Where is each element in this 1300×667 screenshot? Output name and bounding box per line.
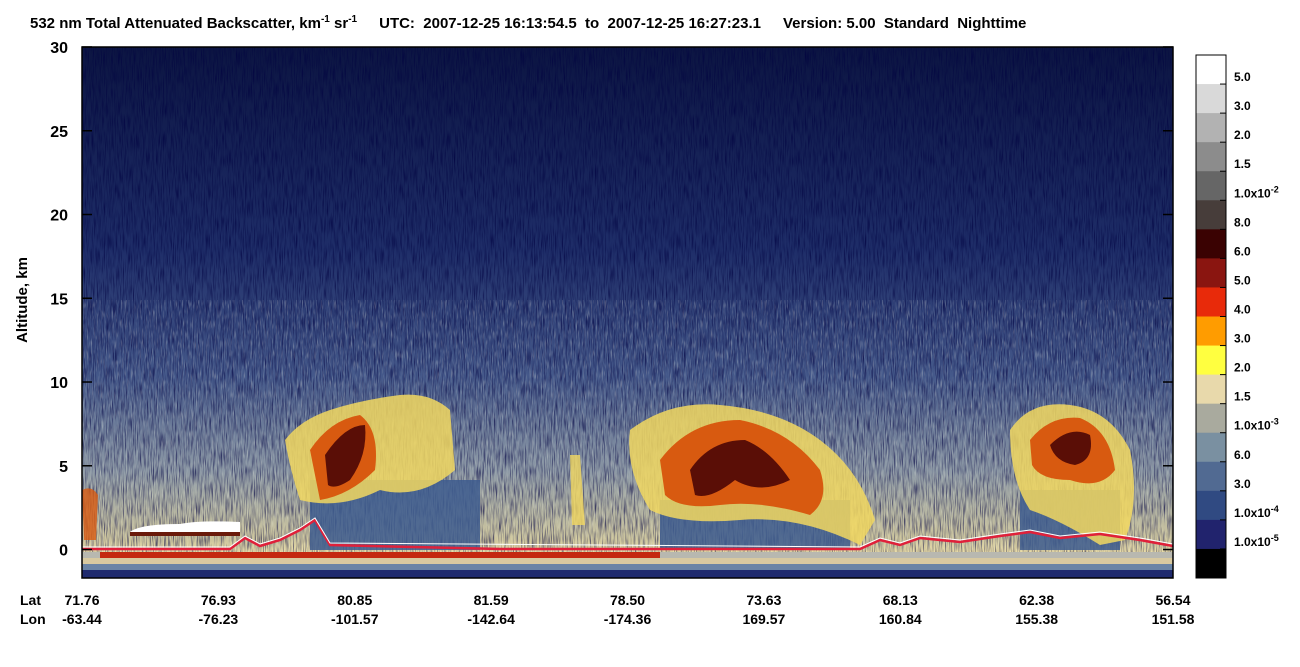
title-time: UTC: 2007-12-25 16:13:54.5 to 2007-12-25… <box>379 15 761 32</box>
colorbar-label-mantissa: 1.0x10 <box>1234 186 1271 200</box>
title-unit: sr <box>330 15 349 32</box>
colorbar-label: 3.0 <box>1234 332 1251 346</box>
colorbar-swatch <box>1196 345 1226 376</box>
x-tick-label: 68.13 <box>883 592 918 608</box>
colorbar-label-mantissa: 3.0 <box>1234 332 1251 346</box>
x-tick-label: -174.36 <box>604 611 652 627</box>
colorbar-swatch <box>1196 258 1226 288</box>
colorbar-swatch <box>1196 519 1226 550</box>
colorbar-label: 8.0 <box>1234 215 1251 229</box>
colorbar-swatch <box>1196 142 1226 172</box>
colorbar-swatch <box>1196 432 1226 463</box>
colorbar-label: 2.0 <box>1234 361 1251 375</box>
colorbar-label-mantissa: 1.5 <box>1234 390 1251 404</box>
x-tick-label: -76.23 <box>199 611 239 627</box>
colorbar-swatch <box>1196 461 1226 492</box>
colorbar-label-mantissa: 1.0x10 <box>1234 419 1271 433</box>
y-tick-label: 30 <box>50 40 68 57</box>
x-tick-label: 76.93 <box>201 592 236 608</box>
colorbar-label: 6.0 <box>1234 244 1251 258</box>
colorbar-label-exponent: -2 <box>1271 184 1279 194</box>
y-tick-label: 5 <box>59 459 68 476</box>
x-tick-label: -142.64 <box>467 611 515 627</box>
colorbar-label: 3.0 <box>1234 477 1251 491</box>
y-tick-label: 15 <box>50 291 68 308</box>
colorbar-label-mantissa: 8.0 <box>1234 215 1251 229</box>
y-tick-label: 0 <box>59 543 68 560</box>
title-exponent: -1 <box>348 14 357 25</box>
y-tick-label: 20 <box>50 208 68 225</box>
colorbar-label-exponent: -4 <box>1271 504 1279 514</box>
x-tick-label: 81.59 <box>474 592 509 608</box>
colorbar-label: 3.0 <box>1234 99 1251 113</box>
colorbar-label: 1.0x10-2 <box>1234 184 1279 200</box>
colorbar-label-exponent: -3 <box>1271 417 1279 427</box>
x-tick-label: 62.38 <box>1019 592 1054 608</box>
colorbar-label-mantissa: 2.0 <box>1234 128 1251 142</box>
colorbar-label-mantissa: 4.0 <box>1234 303 1251 317</box>
colorbar-label-mantissa: 3.0 <box>1234 99 1251 113</box>
colorbar-swatch <box>1196 287 1226 317</box>
x-row-name: Lat <box>20 592 41 608</box>
colorbar-label-mantissa: 2.0 <box>1234 361 1251 375</box>
colorbar-swatch <box>1196 374 1226 405</box>
title-product: 532 nm Total Attenuated Backscatter, km <box>30 15 321 32</box>
x-tick-label: 151.58 <box>1152 611 1195 627</box>
x-tick-label: 78.50 <box>610 592 645 608</box>
colorbar-label-mantissa: 1.0x10 <box>1234 535 1271 549</box>
colorbar-swatch <box>1196 113 1226 143</box>
colorbar-label: 4.0 <box>1234 303 1251 317</box>
x-row-name: Lon <box>20 611 46 627</box>
colorbar-swatch <box>1196 200 1226 230</box>
colorbar-label: 1.0x10-4 <box>1234 504 1279 520</box>
y-tick-label: 10 <box>50 375 68 392</box>
colorbar-label-mantissa: 6.0 <box>1234 448 1251 462</box>
colorbar-swatch <box>1196 548 1226 579</box>
x-tick-label: 169.57 <box>742 611 785 627</box>
colorbar-label-mantissa: 5.0 <box>1234 273 1251 287</box>
colorbar-swatch <box>1196 55 1226 85</box>
colorbar-swatch <box>1196 84 1226 114</box>
x-tick-label: 56.54 <box>1155 592 1190 608</box>
y-axis-label: Altitude, km <box>14 257 31 343</box>
colorbar-label-mantissa: 1.0x10 <box>1234 506 1271 520</box>
colorbar-label: 2.0 <box>1234 128 1251 142</box>
colorbar-label-mantissa: 6.0 <box>1234 244 1251 258</box>
title-version: Version: 5.00 Standard Nighttime <box>783 15 1026 32</box>
title-exponent: -1 <box>321 14 330 25</box>
plot-frame <box>81 46 1174 579</box>
colorbar-label: 1.5 <box>1234 157 1251 171</box>
cloud-layer <box>82 394 1134 545</box>
colorbar-label-mantissa: 1.5 <box>1234 157 1251 171</box>
colorbar-swatch <box>1196 490 1226 521</box>
colorbar-label: 6.0 <box>1234 448 1251 462</box>
colorbar-swatch <box>1196 171 1226 201</box>
colorbar-label-exponent: -5 <box>1271 533 1279 543</box>
colorbar-label: 1.5 <box>1234 390 1251 404</box>
backscatter-curtain <box>82 47 1173 578</box>
colorbar-swatch <box>1196 403 1226 434</box>
colorbar-label: 5.0 <box>1234 70 1251 84</box>
x-tick-label: 71.76 <box>64 592 99 608</box>
colorbar-label: 1.0x10-5 <box>1234 533 1279 549</box>
colorbar-label: 1.0x10-3 <box>1234 417 1279 433</box>
colorbar-swatch <box>1196 316 1226 347</box>
x-tick-label: 155.38 <box>1015 611 1058 627</box>
colorbar-label: 5.0 <box>1234 273 1251 287</box>
chart-title: 532 nm Total Attenuated Backscatter, km-… <box>30 14 1026 32</box>
colorbar-label-mantissa: 3.0 <box>1234 477 1251 491</box>
y-tick-label: 25 <box>50 124 68 141</box>
x-tick-label: 73.63 <box>746 592 781 608</box>
colorbar-swatch <box>1196 229 1226 259</box>
x-tick-label: 160.84 <box>879 611 922 627</box>
x-tick-label: 80.85 <box>337 592 372 608</box>
x-tick-label: -63.44 <box>62 611 102 627</box>
x-tick-label: -101.57 <box>331 611 379 627</box>
colorbar-label-mantissa: 5.0 <box>1234 70 1251 84</box>
